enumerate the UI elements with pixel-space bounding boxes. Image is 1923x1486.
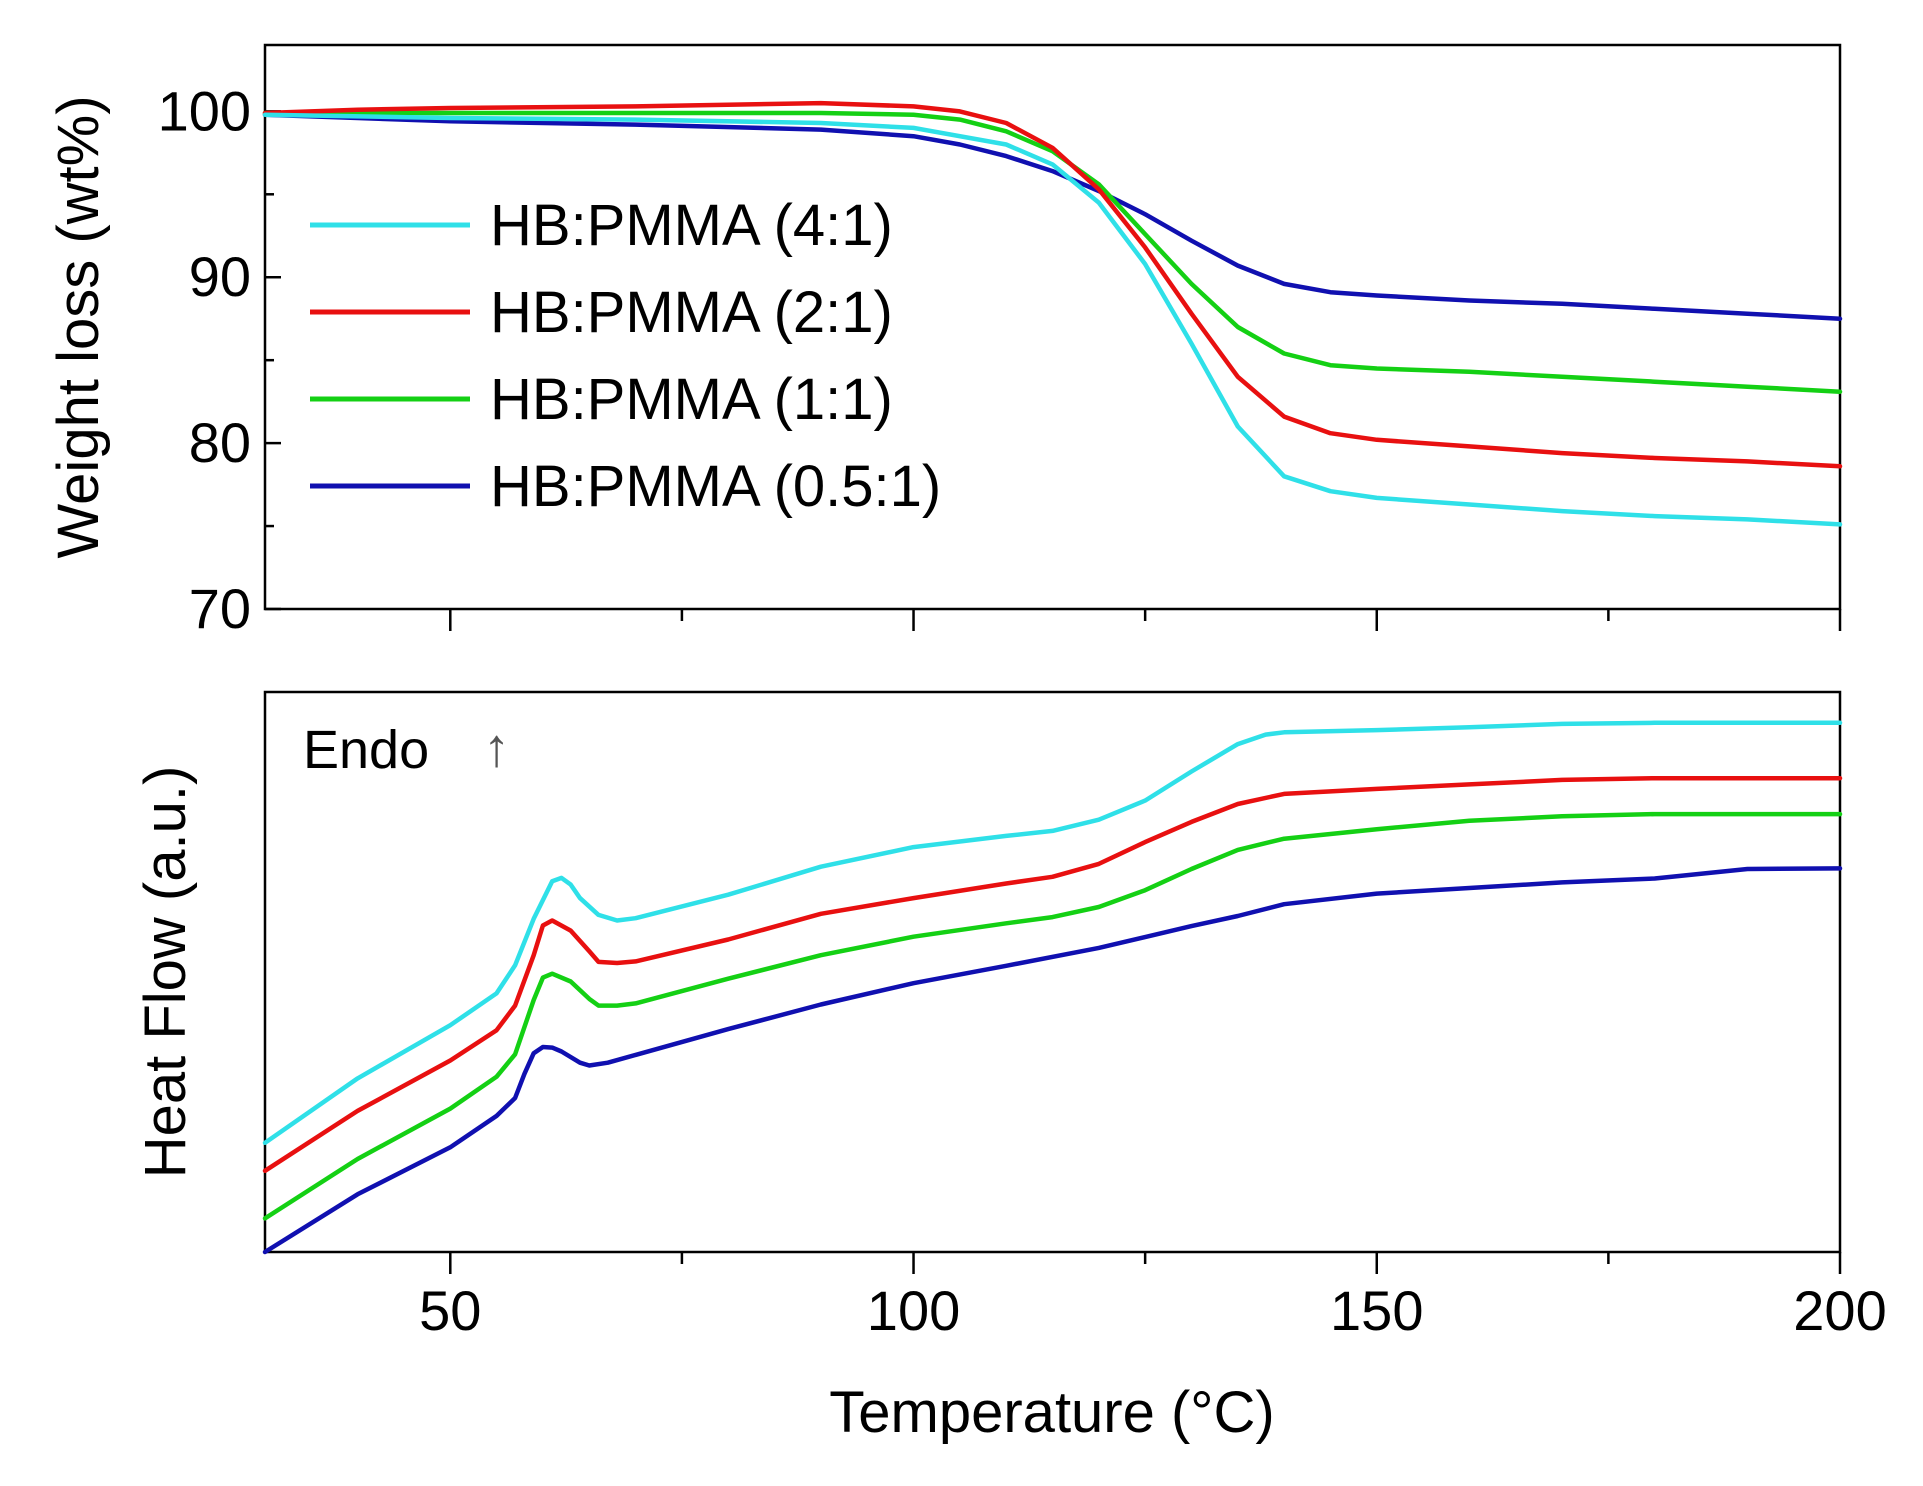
top-series-lines [262,100,1843,527]
top-series-line [262,112,1843,321]
top-y-tick-label: 70 [189,577,251,640]
bottom-plot-frame [263,690,1842,1254]
bottom-series-lines [262,720,1843,1255]
x-tick-label: 200 [1793,1279,1886,1342]
legend-label: HB:PMMA (2:1) [490,280,893,345]
bottom-y-axis-title: Heat Flow (a.u.) [133,766,198,1179]
legend-label: HB:PMMA (4:1) [490,193,893,258]
x-tick-label: 100 [867,1279,960,1342]
top-plot-frame [263,43,1842,611]
top-y-tick-label: 100 [158,79,251,142]
top-y-axis-title: Weight loss (wt%) [46,95,111,558]
bottom-series-line [262,720,1843,1146]
top-series-line [262,100,1843,469]
top-ticks: 70 80 90 100 [158,79,1842,640]
legend: HB:PMMA (4:1) HB:PMMA (2:1) HB:PMMA (1:1) H… [310,193,941,519]
x-axis-title: Temperature (°C) [829,1380,1274,1445]
bottom-ticks: 50 100 150 200 [419,1252,1887,1342]
bottom-panel-chart: 50 100 150 200 Heat Flow (a.u.) Temperature… [133,690,1887,1445]
x-tick-label: 50 [419,1279,481,1342]
top-panel-chart: 70 80 90 100 Weight loss (wt%) HB:PMMA (4:1… [46,43,1843,640]
bottom-series-line [262,866,1843,1255]
legend-label: HB:PMMA (0.5:1) [490,454,941,519]
top-series-line [262,112,1843,527]
endo-annotation: Endo ↑ [303,718,510,780]
endo-label: Endo [303,720,429,780]
bottom-series-line [262,811,1843,1221]
up-arrow-icon: ↑ [483,718,510,778]
bottom-series-line [262,775,1843,1174]
x-tick-label: 150 [1330,1279,1423,1342]
top-y-tick-label: 80 [189,411,251,474]
legend-label: HB:PMMA (1:1) [490,367,893,432]
top-y-tick-label: 90 [189,245,251,308]
top-series-line [262,110,1843,394]
